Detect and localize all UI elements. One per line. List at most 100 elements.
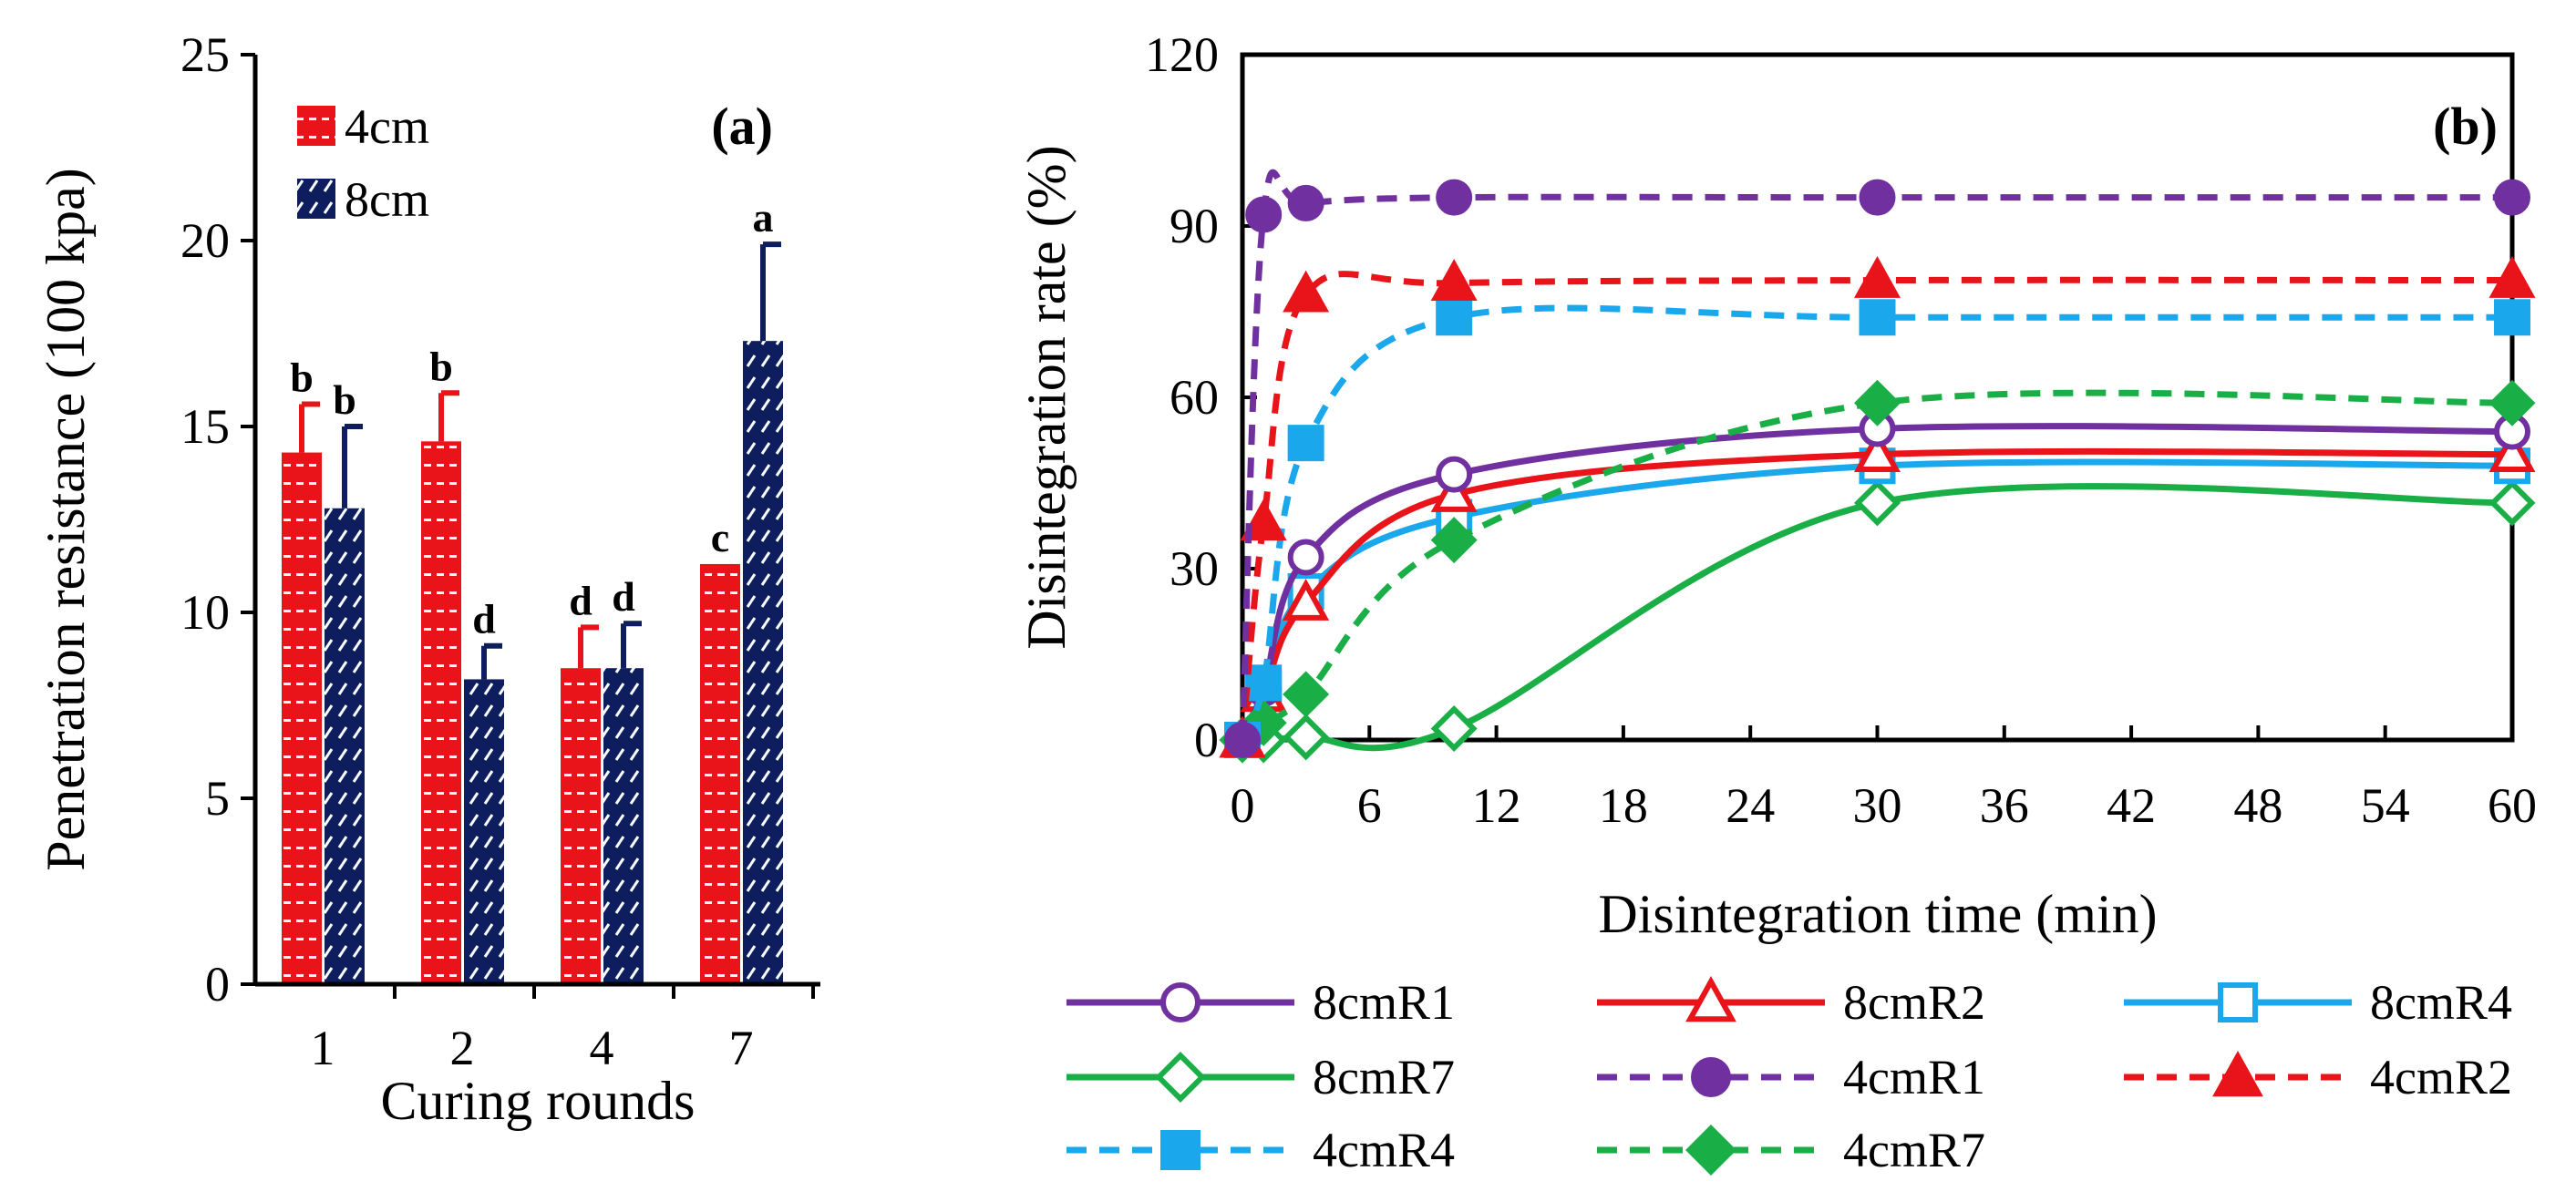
legend-entry-4cmR1: 4cmR1: [1597, 1050, 1985, 1104]
bar-series: b bbd d dca: [282, 194, 783, 984]
y-axis-label: Penetration resistance (100 kpa): [36, 168, 96, 870]
bar-4cm-round-2: [421, 441, 461, 984]
data-point-8cmR1-t3: [1287, 539, 1324, 576]
x-axis-label: Curing rounds: [381, 1071, 696, 1131]
legend-marker-8cmR7: [1155, 1052, 1206, 1103]
x-tick-label: 6: [1357, 778, 1382, 833]
data-point-8cmR7-t10: [1430, 704, 1478, 752]
data-point-4cmR4-t60: [2494, 299, 2530, 336]
legend-entry-8cmR7: 8cmR7: [1066, 1050, 1455, 1104]
significance-letter: a: [753, 194, 774, 241]
data-point-4cmR2-t1: [1240, 498, 1287, 541]
data-point-4cmR2-t60: [2488, 255, 2536, 298]
series-line-8cmR1: [1239, 423, 2513, 742]
x-tick-label: 4: [590, 1021, 614, 1075]
legend-label-4cmR1: 4cmR1: [1843, 1050, 1985, 1104]
bar-8cm-round-1: [325, 508, 365, 984]
panel-label-a: (a): [711, 97, 773, 156]
panel-label-b: (b): [2433, 97, 2498, 156]
legend-marker-4cmR2: [2212, 1051, 2263, 1097]
y-tick-label: 60: [1170, 370, 1219, 425]
legend-marker-4cmR4: [1160, 1130, 1200, 1170]
significance-letter: d: [569, 577, 592, 623]
series-8cmR1: [1224, 410, 2530, 758]
data-point-4cmR7-t30: [1854, 379, 1901, 426]
data-point-4cmR1-t3: [1287, 184, 1324, 221]
data-point-4cmR1-t10: [1436, 179, 1473, 216]
legend: 4cm 8cm: [297, 99, 429, 227]
legend-label-4cmR4: 4cmR4: [1313, 1123, 1455, 1177]
data-point-4cmR2-t3: [1283, 270, 1330, 313]
data-point-4cmR7-t3: [1283, 671, 1330, 718]
legend-label-8cm: 8cm: [345, 172, 429, 227]
data-point-4cmR4-t3: [1287, 425, 1324, 462]
x-tick-label: 30: [1853, 778, 1902, 833]
data-point-8cmR1-t10: [1436, 456, 1473, 493]
series-4cmR4: [1224, 299, 2530, 758]
data-point-8cmR7-t60: [2488, 479, 2536, 527]
data-point-8cmR2-t30: [1854, 430, 1901, 472]
y-tick-label: 5: [205, 771, 230, 826]
x-tick-label: 54: [2361, 778, 2410, 833]
legend-entry-4cmR4: 4cmR4: [1066, 1123, 1455, 1177]
x-tick-label: 1: [311, 1021, 335, 1075]
x-tick-label: 36: [1980, 778, 2029, 833]
y-tick-label: 120: [1145, 27, 1219, 82]
legend-label-4cmR2: 4cmR2: [2370, 1050, 2512, 1104]
x-tick-label: 7: [729, 1021, 754, 1075]
legend-entry-4cmR2: 4cmR2: [2124, 1050, 2512, 1104]
x-tick-label: 24: [1726, 778, 1775, 833]
data-point-8cmR7-t30: [1854, 479, 1901, 527]
legend-label-8cmR7: 8cmR7: [1313, 1050, 1455, 1104]
significance-letter: b: [290, 354, 314, 401]
legend-label-8cmR1: 8cmR1: [1313, 975, 1455, 1030]
line-series: [1219, 169, 2536, 764]
axis-ticks: 0 30 60 90 120 0 6 12 18 24 30 36 42 48 54 60: [1145, 27, 2537, 833]
data-point-4cmR1-t30: [1859, 179, 1896, 216]
significance-letter: c: [711, 514, 729, 560]
x-tick-label: 42: [2107, 778, 2156, 833]
x-tick-label: 48: [2233, 778, 2282, 833]
legend-marker-4cmR7: [1685, 1125, 1736, 1176]
y-axis-label: Disintegration rate (%): [1016, 145, 1077, 649]
legend-entry-8cmR1: 8cmR1: [1066, 975, 1455, 1030]
legend-marker-8cmR2: [1685, 976, 1736, 1022]
y-axis-ticks: 0 5 10 15 20 25 1 2 4 7: [180, 27, 815, 1075]
x-tick-label: 18: [1599, 778, 1648, 833]
series-line-8cmR2: [1239, 447, 2513, 742]
legend-label-4cmR7: 4cmR7: [1843, 1123, 1985, 1177]
series-line-4cmR1: [1239, 169, 2512, 741]
x-tick-label: 12: [1472, 778, 1521, 833]
legend-swatch-8cm: [297, 179, 335, 219]
x-tick-label: 0: [1231, 778, 1255, 833]
legend-entry-4cmR7: 4cmR7: [1597, 1123, 1985, 1177]
data-point-4cmR7-t10: [1430, 517, 1478, 564]
series-4cmR1: [1224, 169, 2530, 758]
y-tick-label: 30: [1170, 541, 1219, 596]
data-point-8cmR2-t60: [2488, 430, 2536, 472]
legend-label-8cmR2: 8cmR2: [1843, 975, 1985, 1030]
bar-4cm-round-4: [561, 668, 601, 984]
data-point-4cmR1-t1: [1245, 196, 1283, 233]
y-tick-label: 90: [1170, 199, 1219, 253]
legend-label-8cmR4: 8cmR4: [2370, 975, 2512, 1030]
x-axis-label: Disintegration time (min): [1598, 884, 2157, 944]
data-point-4cmR1-t60: [2494, 179, 2530, 216]
significance-letter: d: [612, 573, 635, 620]
y-tick-label: 0: [205, 957, 230, 1012]
legend-entry-8cmR4: 8cmR4: [2124, 975, 2512, 1030]
y-tick-label: 25: [180, 27, 230, 82]
line-chart-panel: 0 30 60 90 120 0 6 12 18 24 30 36 42 48 54 60 Disintegr…: [1016, 27, 2537, 1177]
significance-letter: b: [429, 343, 453, 389]
series-line-4cmR4: [1239, 304, 2512, 742]
y-tick-label: 20: [180, 213, 230, 268]
legend-swatch-4cm: [297, 106, 335, 146]
legend-entry-8cmR2: 8cmR2: [1597, 975, 1985, 1030]
legend-marker-8cmR4: [2218, 982, 2258, 1022]
x-tick-label: 60: [2488, 778, 2537, 833]
significance-letter: b: [333, 376, 356, 423]
bar-8cm-round-7: [743, 341, 783, 984]
y-tick-label: 0: [1194, 713, 1219, 767]
